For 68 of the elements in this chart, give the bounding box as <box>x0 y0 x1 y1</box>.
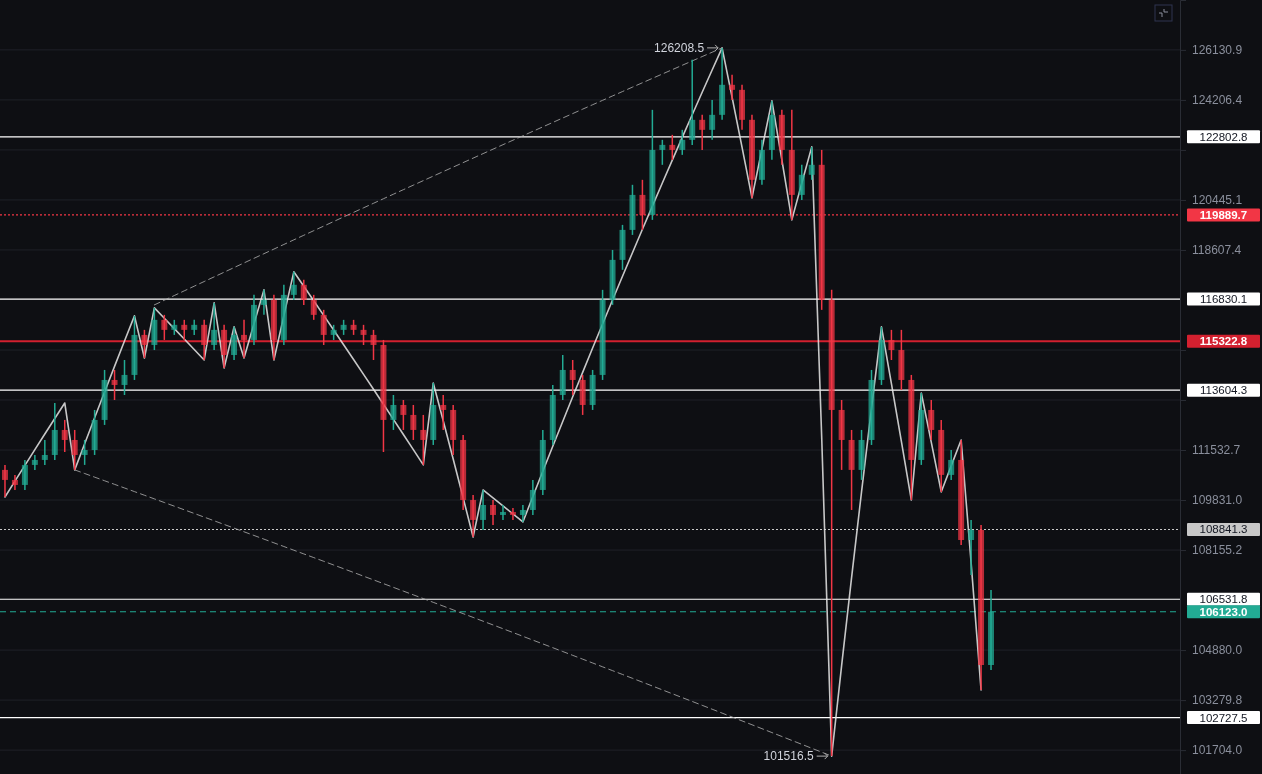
candlestick <box>300 279 307 306</box>
candlestick <box>509 507 516 521</box>
candlestick <box>400 399 407 431</box>
candlestick <box>390 394 397 431</box>
candlestick <box>231 326 238 361</box>
candlestick <box>968 519 975 576</box>
annotation: 126208.5 <box>654 40 705 55</box>
annotation: 101516.5 <box>763 749 814 764</box>
candlestick <box>21 459 28 491</box>
candlestick <box>111 369 118 401</box>
candlestick <box>499 504 506 521</box>
candlestick <box>181 319 188 341</box>
y-tick-label: 108155.2 <box>1192 543 1243 558</box>
candlestick <box>1 464 8 498</box>
candlestick <box>569 359 576 396</box>
candlestick <box>241 319 248 359</box>
ref-line-label: 115322.8 <box>1199 335 1248 348</box>
y-tick-label: 124206.4 <box>1192 93 1243 108</box>
y-tick-label: 103279.8 <box>1192 693 1243 708</box>
ref-line-label: 102727.5 <box>1199 711 1248 724</box>
candlestick <box>420 414 427 466</box>
candlestick <box>360 324 367 346</box>
y-tick-label: 109831.0 <box>1192 493 1243 508</box>
candlestick <box>689 59 696 146</box>
candlestick <box>410 404 417 441</box>
candlestick <box>310 294 317 321</box>
candlestick <box>729 74 736 101</box>
candlestick <box>141 329 148 359</box>
candlestick <box>928 399 935 441</box>
ref-line-label: 122802.8 <box>1199 130 1248 143</box>
ref-line-label: 106531.8 <box>1199 593 1248 606</box>
candlestick <box>211 302 218 351</box>
candlestick <box>888 329 895 361</box>
y-tick-label: 101704.0 <box>1192 743 1243 758</box>
y-tick-label: 120445.1 <box>1192 193 1243 208</box>
candlestick <box>290 271 297 301</box>
y-tick-label: 126130.9 <box>1192 43 1243 58</box>
candlestick <box>798 164 805 201</box>
candlestick <box>440 394 447 431</box>
candlestick <box>529 479 536 516</box>
ref-line-label: 116830.1 <box>1199 293 1248 306</box>
ref-line-label: 106123.0 <box>1199 605 1248 618</box>
candlestick <box>470 494 477 538</box>
candlestick <box>260 289 267 316</box>
ref-line-label: 113604.3 <box>1199 384 1248 397</box>
candlestick <box>709 99 716 141</box>
candlestick <box>480 489 487 531</box>
candlestick <box>320 309 327 346</box>
ref-line-label: 119889.7 <box>1199 208 1248 221</box>
ref-line-label: 108841.3 <box>1199 523 1248 536</box>
candlestick <box>679 129 686 156</box>
candlestick <box>519 504 526 523</box>
candlestick <box>61 419 68 453</box>
candlestick <box>41 439 48 466</box>
candlestick <box>71 429 78 471</box>
candlestick <box>201 319 208 361</box>
y-tick-label: 104880.0 <box>1192 643 1243 658</box>
candlestick <box>669 134 676 161</box>
candlestick <box>161 314 168 341</box>
candlestick <box>948 449 955 481</box>
candlestick <box>808 146 815 181</box>
candlestick <box>490 499 497 526</box>
y-tick-label: 111532.7 <box>1192 443 1241 458</box>
y-tick-label: 118607.4 <box>1192 243 1242 258</box>
candlestick <box>81 439 88 466</box>
candlestick <box>699 114 706 151</box>
candlestick <box>31 454 38 471</box>
candlestick <box>659 139 666 166</box>
